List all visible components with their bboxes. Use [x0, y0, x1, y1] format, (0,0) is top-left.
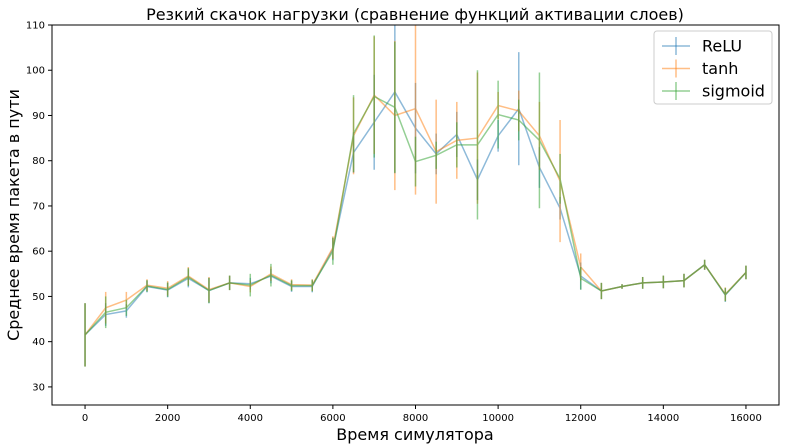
series-sigmoid — [84, 35, 747, 367]
legend-label-tanh: tanh — [702, 59, 738, 78]
x-tick-label: 6000 — [320, 413, 345, 424]
series-layer — [84, 25, 747, 367]
x-tick-label: 2000 — [155, 413, 180, 424]
y-tick-label: 40 — [32, 337, 45, 348]
x-tick-label: 4000 — [238, 413, 263, 424]
legend-item-sigmoid: sigmoid — [662, 82, 765, 101]
y-tick-label: 110 — [26, 21, 45, 32]
legend-box — [653, 30, 773, 105]
x-tick-label: 12000 — [565, 413, 597, 424]
x-axis-ticks: 0 2000 4000 6000 8000 10000 12000 14000 16000 — [82, 405, 762, 424]
legend-item-relu: ReLU — [662, 37, 742, 56]
y-tick-label: 60 — [32, 247, 45, 258]
x-tick-label: 16000 — [730, 413, 762, 424]
y-axis-label: Среднее время пакета в пути — [4, 89, 23, 341]
x-tick-label: 10000 — [482, 413, 514, 424]
legend-label-relu: ReLU — [702, 37, 742, 56]
legend-label-sigmoid: sigmoid — [702, 82, 765, 101]
x-axis-label: Время симулятора — [336, 425, 493, 444]
y-tick-label: 90 — [32, 111, 45, 122]
legend-item-tanh: tanh — [662, 59, 738, 78]
y-tick-label: 30 — [32, 382, 45, 393]
x-tick-label: 14000 — [647, 413, 679, 424]
chart-title: Резкий скачок нагрузки (сравнение функци… — [146, 5, 684, 24]
y-tick-label: 100 — [26, 66, 45, 77]
y-tick-label: 50 — [32, 292, 45, 303]
x-tick-label: 8000 — [403, 413, 428, 424]
x-tick-label: 0 — [82, 413, 88, 424]
legend: ReLU tanh sigmoid — [653, 30, 773, 105]
y-tick-label: 80 — [32, 156, 45, 167]
y-axis-ticks: 30 40 50 60 70 80 90 100 110 — [26, 21, 52, 393]
y-tick-label: 70 — [32, 201, 45, 212]
